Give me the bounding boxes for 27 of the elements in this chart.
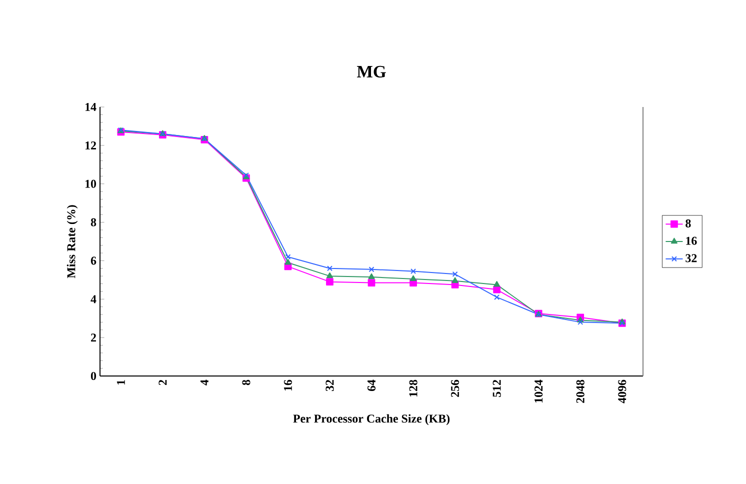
legend-label: 32 (686, 254, 697, 262)
x-tick-label: 4096 (618, 380, 626, 404)
x-tick-label: 1 (116, 380, 125, 385)
x-tick-label: 16 (284, 380, 292, 391)
x-tick-label: 32 (326, 380, 334, 392)
legend-label: 8 (686, 219, 691, 228)
y-tick-label: 12 (85, 141, 96, 150)
chart-title: MG (356, 66, 386, 78)
x-tick-label: 8 (242, 380, 250, 386)
legend-label: 16 (686, 236, 697, 245)
x-tick-label: 64 (367, 380, 376, 392)
y-tick-label: 10 (85, 180, 96, 188)
y-tick-label: 0 (90, 372, 96, 380)
y-tick-label: 8 (90, 218, 96, 226)
y-tick-label: 14 (85, 103, 96, 111)
x-tick-label: 128 (409, 380, 418, 396)
x-tick-label: 2048 (576, 380, 584, 403)
y-tick-label: 4 (90, 295, 96, 304)
x-axis-title: Per Processor Cache Size (KB) (293, 414, 450, 426)
x-tick-label: 512 (492, 380, 501, 397)
y-tick-label: 2 (91, 334, 96, 342)
y-axis-title: Miss Rate (%) (66, 205, 78, 278)
x-tick-label: 4 (200, 380, 208, 386)
y-tick-label: 6 (90, 256, 96, 265)
x-tick-label: 1024 (534, 380, 543, 402)
x-tick-label: 256 (451, 380, 460, 397)
x-tick-label: 2 (158, 380, 167, 385)
